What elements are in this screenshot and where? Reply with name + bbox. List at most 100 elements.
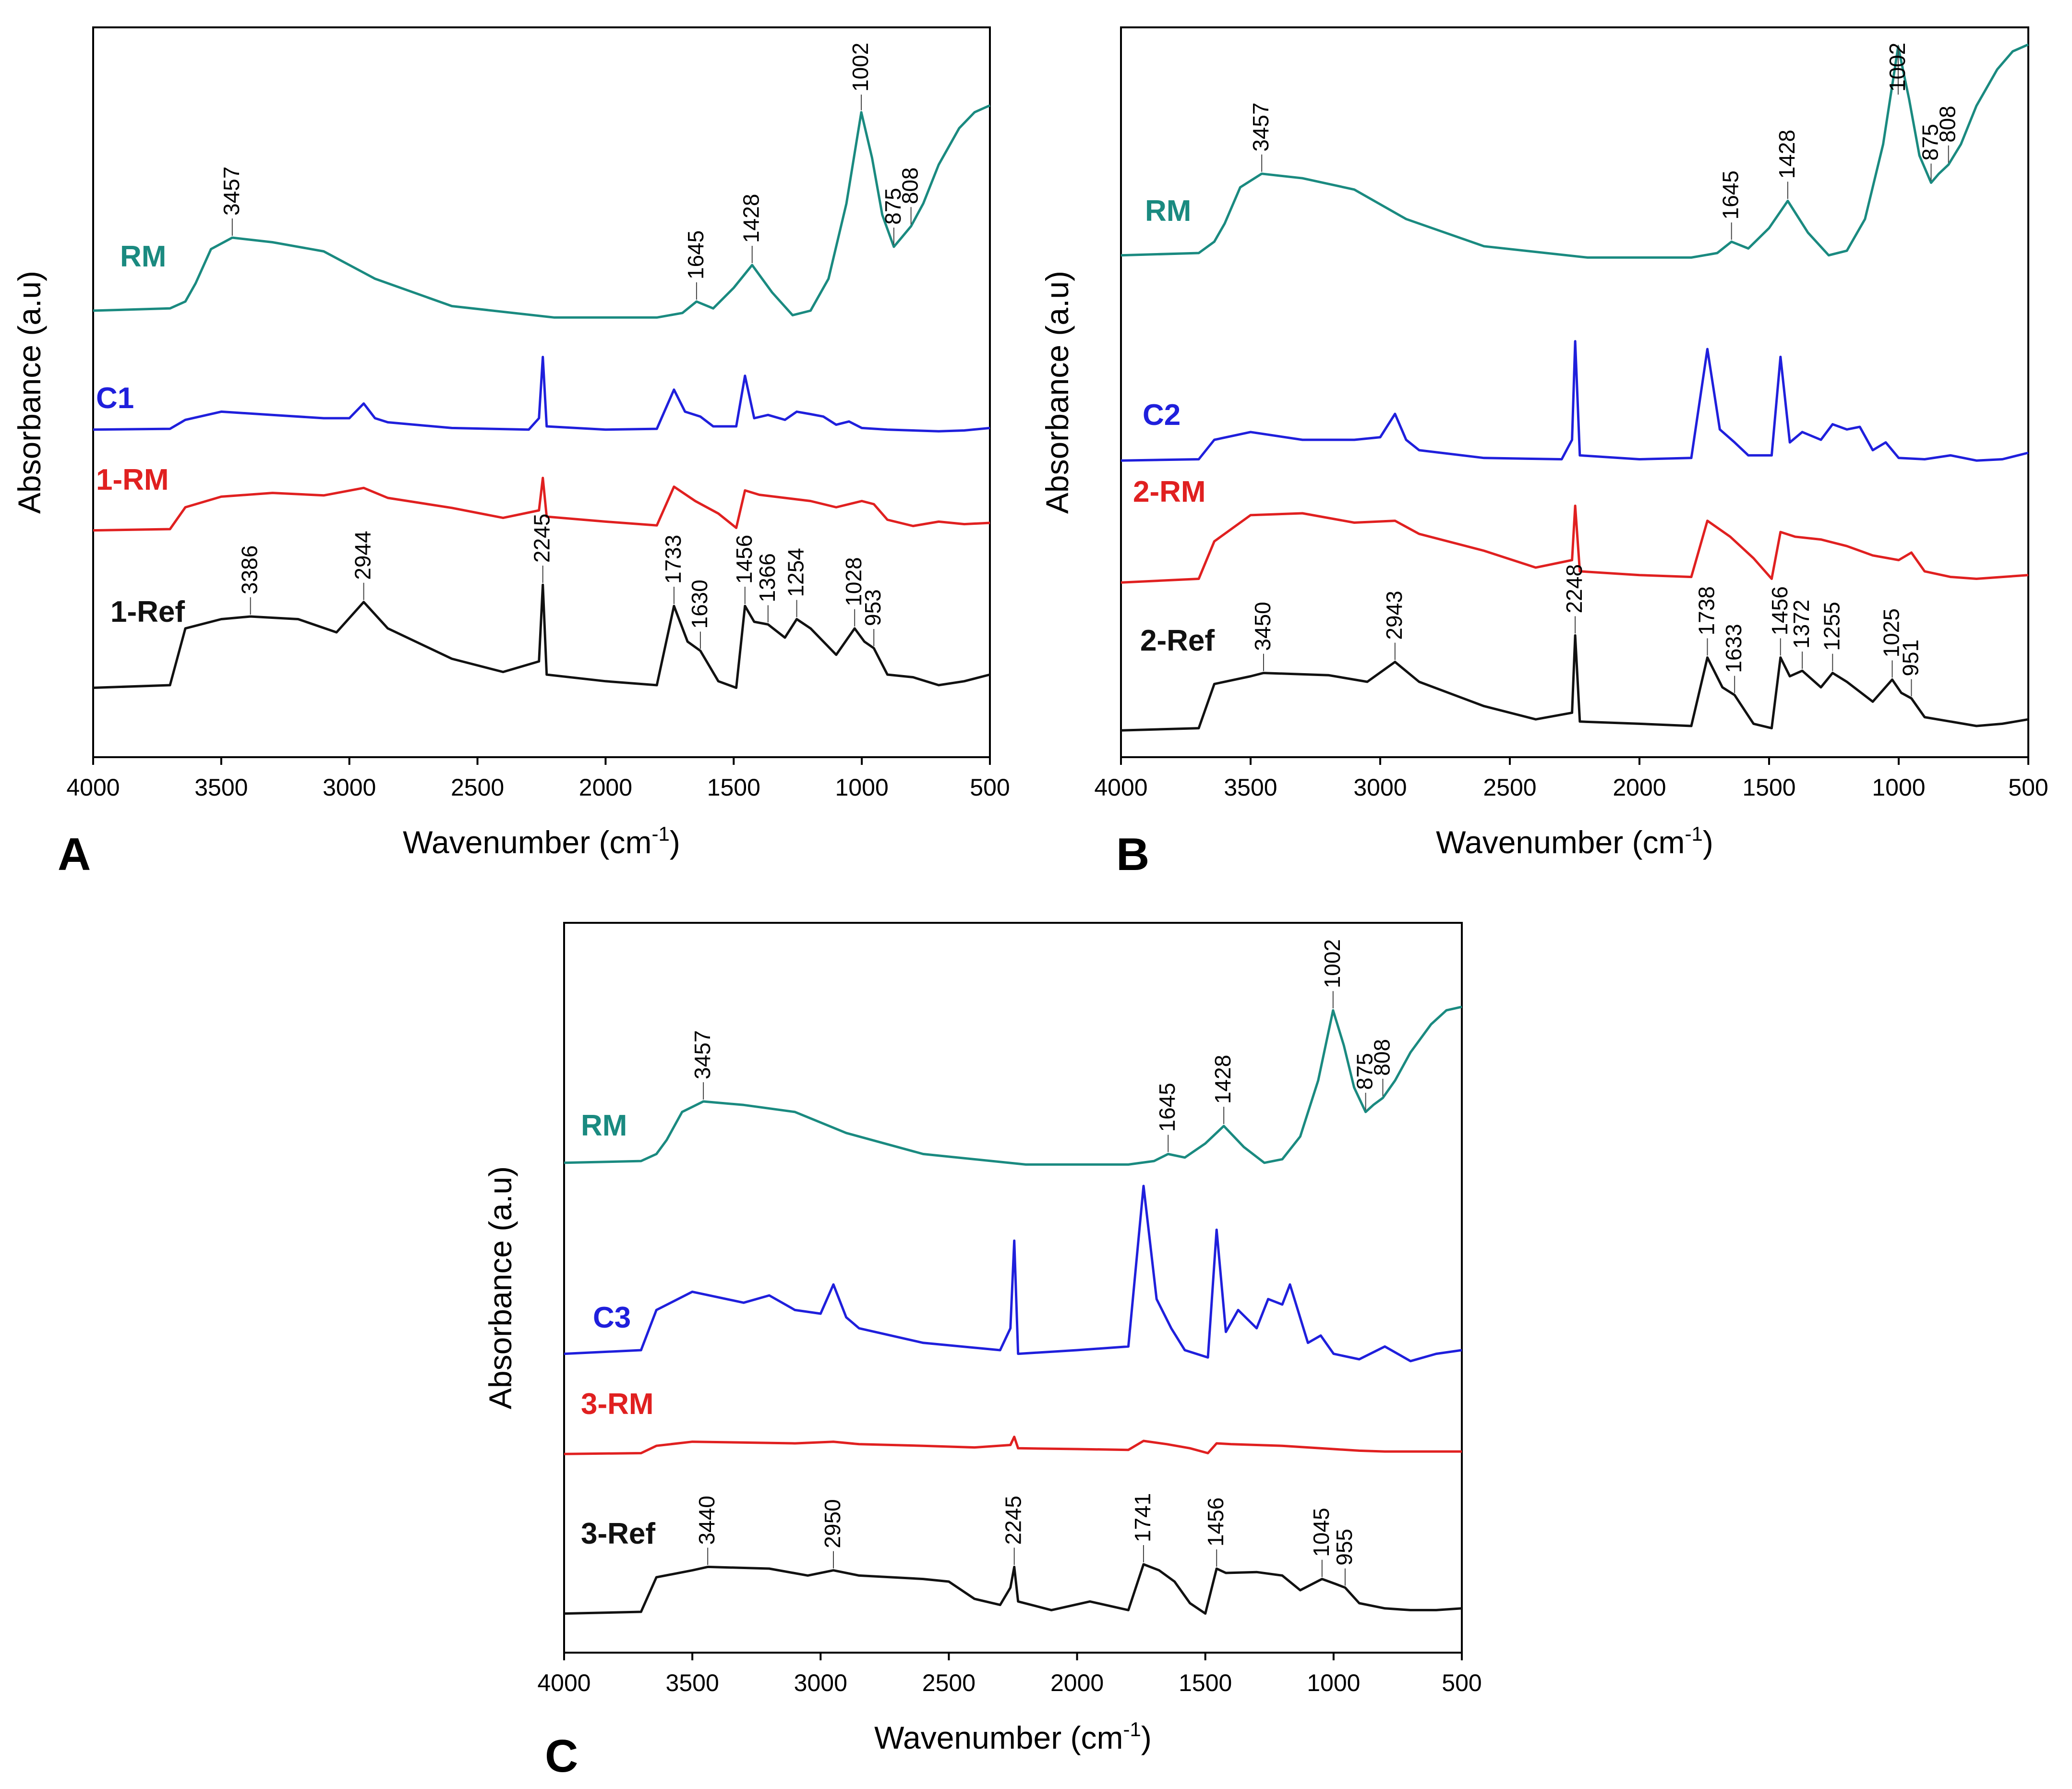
peak-label: 1255 (1819, 602, 1844, 651)
panel-B: 4000 3500 3000 2500 2000 1500 1000 500 Wavenumbe… (1039, 26, 2048, 880)
peak-label: 3457 (1248, 102, 1273, 151)
panel-C: 4000 3500 3000 2500 2000 1500 1000 500 Wavenumbe… (482, 922, 1482, 1782)
peak-label: 1741 (1130, 1493, 1155, 1542)
peak-label: 1372 (1789, 600, 1814, 649)
series-label-c2: C2 (1143, 399, 1181, 432)
panel-letter: C (545, 1730, 578, 1782)
plot-frame (92, 26, 991, 758)
series-label-3-rm: 3-RM (581, 1388, 654, 1421)
x-tick-label: 1000 (835, 774, 889, 801)
peak-label: 875 (880, 188, 905, 225)
peak-label: 1428 (739, 194, 764, 243)
x-tick-label: 2000 (579, 774, 632, 801)
peak-label: 808 (1935, 106, 1960, 143)
x-tick-label: 3000 (323, 774, 376, 801)
y-axis-label: Absorbance (a.u) (1039, 271, 1075, 514)
x-tick-label: 3000 (1353, 774, 1407, 801)
peak-label: 2245 (530, 514, 554, 563)
x-axis-label-sup: -1 (1685, 822, 1703, 845)
series-line-3-ref (564, 1563, 1462, 1615)
y-axis-label: Absorbance (a.u) (482, 1166, 518, 1409)
x-axis-label: Wavenumber (cm-1) (403, 822, 680, 860)
peak-label: 951 (1898, 640, 1923, 677)
peak-label: 1645 (1718, 170, 1743, 219)
x-tick-label: 2000 (1050, 1669, 1104, 1696)
series-line-c1 (93, 356, 990, 433)
series-line-rm (93, 104, 991, 319)
peak-label: 808 (1369, 1039, 1394, 1076)
series-line-c2 (1120, 340, 2029, 462)
series-line-rm (1120, 43, 2029, 259)
panel-A: 4000 3500 3000 2500 2000 1500 1000 500 Wavenumbe… (12, 26, 1010, 880)
series-line-1-ref (93, 583, 990, 689)
x-axis-label-text: Wavenumber (cm (1436, 824, 1685, 860)
peak-label: 1645 (1155, 1083, 1180, 1132)
peak-label: 1045 (1309, 1508, 1334, 1557)
x-axis-label-end: ) (1703, 824, 1713, 860)
x-tick-label: 4000 (537, 1669, 590, 1696)
x-tick-label: 1500 (707, 774, 760, 801)
peak-label: 3457 (219, 167, 244, 216)
x-tick-label: 500 (2008, 774, 2048, 801)
x-axis-label-sup: -1 (652, 822, 670, 845)
peak-label: 2944 (350, 531, 375, 580)
y-axis-label: Absorbance (a.u) (12, 271, 47, 514)
x-tick-label: 4000 (1094, 774, 1147, 801)
peak-label: 1002 (848, 43, 873, 92)
x-axis-label: Wavenumber (cm-1) (1436, 822, 1713, 860)
peak-label: 2248 (1562, 564, 1587, 613)
x-tick-label: 2500 (451, 774, 504, 801)
x-axis-label: Wavenumber (cm-1) (874, 1718, 1152, 1755)
series-label-rm: RM (581, 1109, 627, 1142)
x-axis-label-text: Wavenumber (cm (874, 1720, 1123, 1755)
x-tick-label: 500 (970, 774, 1010, 801)
peak-label: 1428 (1210, 1055, 1235, 1104)
peak-label: 1633 (1721, 624, 1746, 673)
peak-label: 1645 (683, 230, 708, 279)
peak-label: 1733 (661, 535, 686, 584)
x-tick-label: 1500 (1742, 774, 1795, 801)
peak-label: 1456 (732, 535, 757, 584)
series-line-c3 (564, 1185, 1462, 1363)
series-line-3-rm (564, 1436, 1462, 1455)
series-label-2-rm: 2-RM (1133, 475, 1206, 508)
x-tick-label: 1000 (1307, 1669, 1360, 1696)
peak-label: 3457 (690, 1030, 715, 1079)
peak-label: 2245 (1001, 1496, 1026, 1545)
series-label-rm: RM (120, 240, 166, 273)
series-label-c1: C1 (96, 382, 134, 415)
x-tick-label: 2500 (1483, 774, 1536, 801)
peak-label: 955 (1332, 1529, 1357, 1566)
peak-label: 1002 (1885, 43, 1910, 92)
peak-label: 1254 (783, 548, 808, 597)
series-line-rm (564, 1005, 1462, 1166)
peak-label: 1456 (1767, 586, 1792, 635)
peak-label: 1366 (755, 553, 780, 602)
peak-label: 1428 (1774, 130, 1799, 179)
x-tick-label: 3500 (194, 774, 248, 801)
peak-label: 3450 (1250, 602, 1275, 651)
x-axis-label-end: ) (1141, 1720, 1152, 1755)
x-axis-label-sup: -1 (1123, 1718, 1141, 1741)
x-tick-label: 4000 (66, 774, 120, 801)
peak-label: 1025 (1879, 608, 1904, 657)
panel-letter: B (1116, 829, 1149, 880)
peak-label: 3386 (237, 545, 262, 594)
x-tick-label: 3500 (1224, 774, 1277, 801)
panel-letter: A (58, 829, 91, 880)
series-label-3-ref: 3-Ref (581, 1517, 655, 1550)
x-tick-label: 1500 (1179, 1669, 1232, 1696)
series-line-2-ref (1120, 634, 2029, 732)
x-tick-label: 3500 (666, 1669, 719, 1696)
peak-label: 1002 (1320, 939, 1345, 988)
peak-label: 1456 (1203, 1498, 1228, 1547)
x-tick-label: 2000 (1613, 774, 1666, 801)
peak-label: 875 (1918, 124, 1943, 161)
series-label-1-ref: 1-Ref (110, 595, 185, 629)
x-tick-label: 3000 (794, 1669, 847, 1696)
series-label-c3: C3 (593, 1301, 631, 1334)
plot-frame (563, 922, 1463, 1654)
peak-label: 1630 (687, 580, 712, 629)
x-axis-label-end: ) (670, 824, 680, 860)
